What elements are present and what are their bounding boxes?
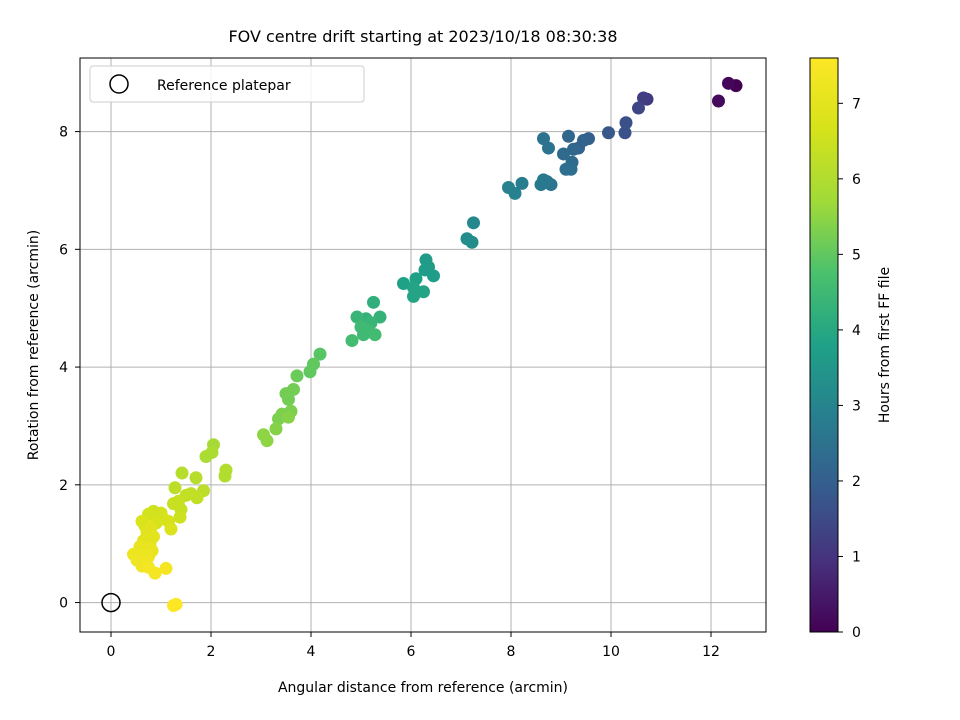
legend-entry: Reference platepar xyxy=(157,78,291,94)
y-axis-label: Rotation from reference (arcmin) xyxy=(26,230,42,460)
data-point xyxy=(313,347,327,361)
colorbar-tick-label: 5 xyxy=(852,247,861,263)
x-tick-label: 0 xyxy=(107,644,116,660)
data-point xyxy=(407,289,420,303)
x-axis-ticks: 0 2 4 6 8 10 12 xyxy=(107,632,720,660)
data-point xyxy=(290,369,304,383)
data-point xyxy=(564,162,578,176)
data-point xyxy=(417,285,430,299)
colorbar-tick-label: 3 xyxy=(852,398,861,414)
chart-title: FOV centre drift starting at 2023/10/18 … xyxy=(228,27,617,46)
y-tick-label: 0 xyxy=(59,596,68,612)
data-point xyxy=(618,126,632,140)
data-point xyxy=(722,76,735,90)
y-tick-label: 6 xyxy=(59,242,68,258)
data-point xyxy=(272,412,285,426)
data-point xyxy=(269,422,283,436)
data-point xyxy=(367,295,380,309)
data-point xyxy=(282,410,295,424)
data-point xyxy=(567,142,580,156)
colorbar-tick-label: 2 xyxy=(852,474,861,490)
colorbar-tick-label: 4 xyxy=(852,323,861,339)
colorbar: 0 1 2 3 4 5 6 7 Hours from first FF file xyxy=(809,57,893,641)
data-point xyxy=(173,510,187,524)
colorbar-label: Hours from first FF file xyxy=(877,267,893,423)
data-point xyxy=(712,94,725,108)
data-point xyxy=(460,232,474,246)
data-point xyxy=(534,178,548,192)
data-point xyxy=(632,101,645,115)
data-point xyxy=(218,469,232,483)
colorbar-tick-label: 6 xyxy=(852,172,861,188)
y-tick-label: 2 xyxy=(59,478,68,494)
x-tick-label: 4 xyxy=(307,644,316,660)
data-point xyxy=(159,561,173,575)
data-point xyxy=(502,181,515,195)
colorbar-gradient xyxy=(809,57,839,633)
data-point xyxy=(260,434,274,448)
x-axis-label: Angular distance from reference (arcmin) xyxy=(278,680,568,696)
colorbar-tick-label: 7 xyxy=(852,96,861,112)
colorbar-ticks: 0 1 2 3 4 5 6 7 xyxy=(838,96,861,641)
data-point xyxy=(190,491,204,505)
x-tick-label: 2 xyxy=(207,644,216,660)
colorbar-tick-label: 0 xyxy=(852,625,861,641)
data-points xyxy=(127,76,743,613)
data-point xyxy=(557,147,570,161)
data-point xyxy=(168,481,182,495)
data-point xyxy=(637,91,650,105)
legend-box xyxy=(89,65,365,103)
data-point xyxy=(619,116,633,130)
legend-marker-icon xyxy=(109,74,129,94)
x-tick-label: 8 xyxy=(507,644,516,660)
data-point xyxy=(397,276,410,290)
legend: Reference platepar xyxy=(89,65,365,103)
data-point xyxy=(175,466,189,480)
data-point xyxy=(467,216,480,230)
data-point xyxy=(199,450,213,464)
grid xyxy=(80,58,766,632)
data-point xyxy=(345,334,359,348)
data-point xyxy=(537,132,550,146)
data-point xyxy=(164,522,178,536)
data-point xyxy=(515,176,529,190)
data-point xyxy=(427,269,440,283)
x-tick-label: 6 xyxy=(407,644,416,660)
x-tick-label: 10 xyxy=(602,644,620,660)
data-point xyxy=(282,392,295,406)
data-point xyxy=(167,599,180,613)
y-tick-label: 8 xyxy=(59,125,68,141)
data-point xyxy=(368,328,382,342)
reference-point-marker xyxy=(101,592,121,613)
data-point xyxy=(303,365,317,379)
data-point xyxy=(357,328,370,342)
plot-area: 0 2 4 6 8 10 12 0 2 4 6 8 xyxy=(59,57,767,660)
data-point xyxy=(350,310,364,324)
data-point xyxy=(602,126,615,140)
y-axis-ticks: 0 2 4 6 8 xyxy=(59,125,80,612)
data-point xyxy=(189,471,203,485)
data-point xyxy=(562,129,575,143)
x-tick-label: 12 xyxy=(702,644,720,660)
plot-frame xyxy=(79,57,767,633)
data-point xyxy=(148,566,162,580)
y-tick-label: 4 xyxy=(59,360,68,376)
colorbar-tick-label: 1 xyxy=(852,549,861,565)
